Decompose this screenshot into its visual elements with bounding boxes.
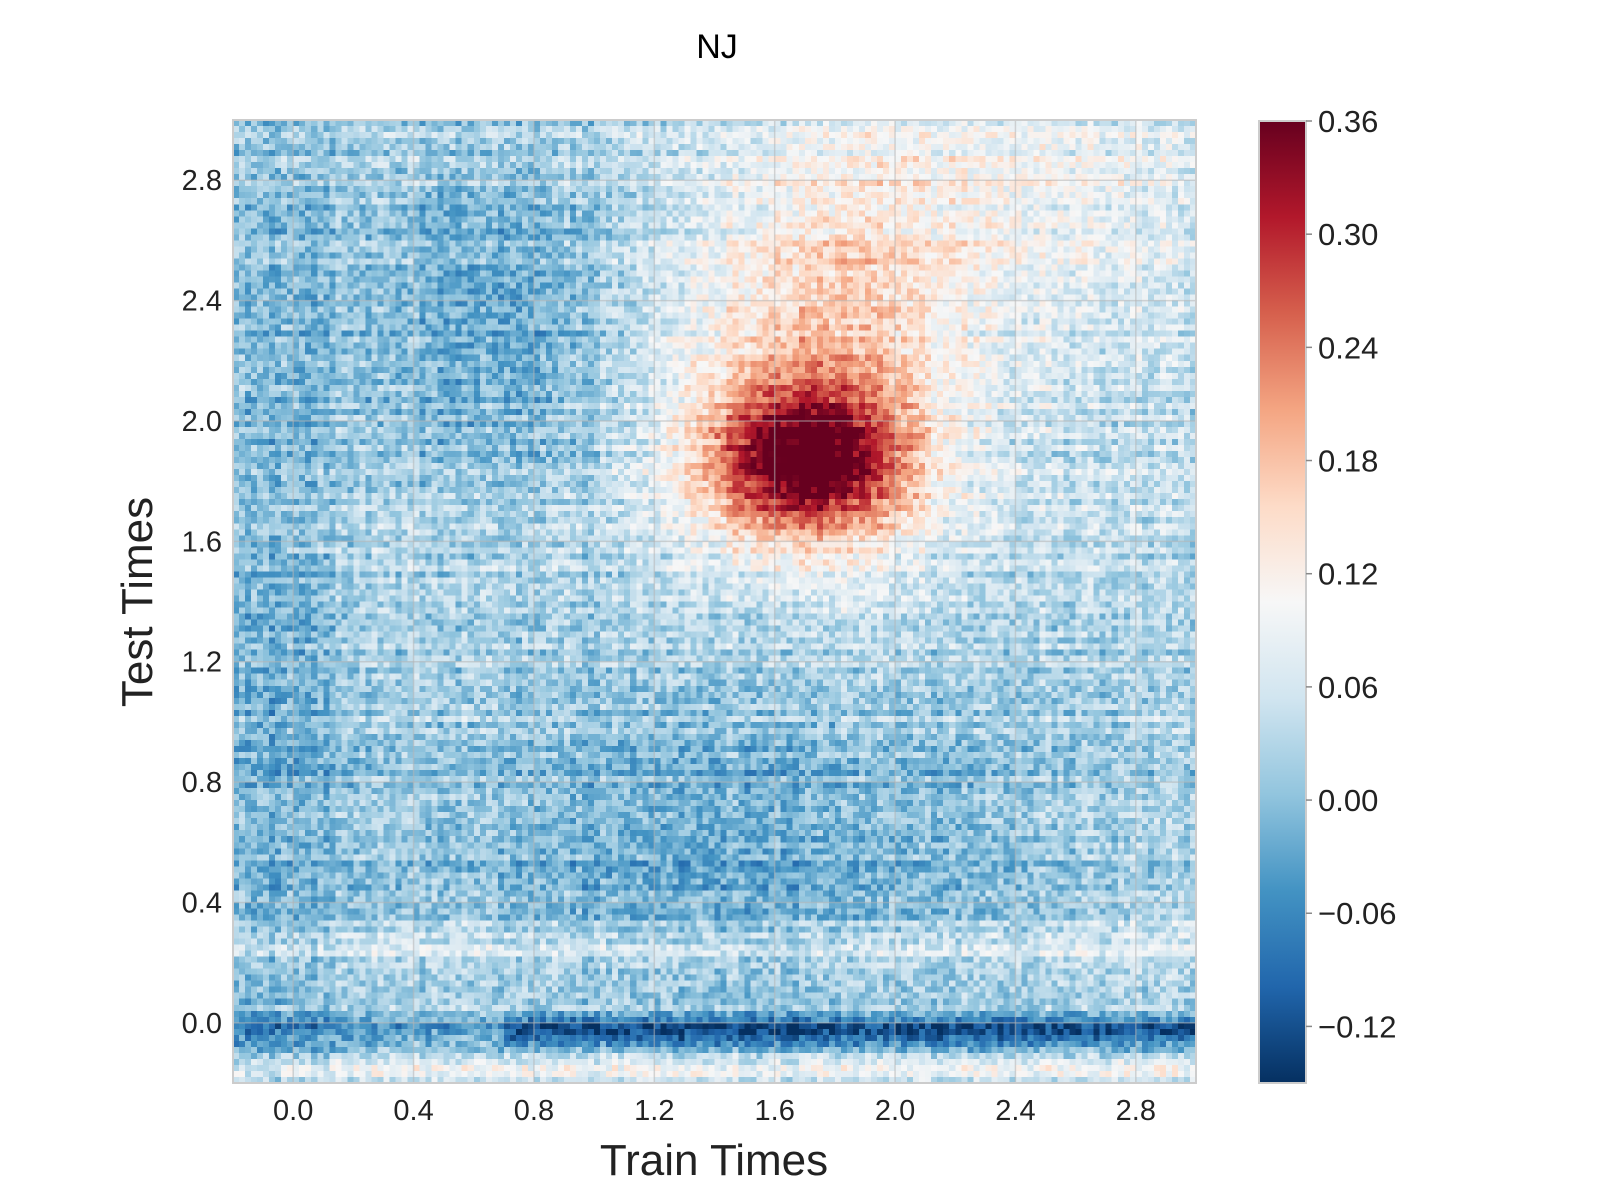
y-tick-label: 0.8 — [182, 767, 222, 799]
heatmap-plot-area — [232, 119, 1197, 1084]
x-tick-label: 0.4 — [393, 1095, 433, 1127]
y-axis-ticks: 0.0 0.4 0.8 1.2 1.6 2.0 2.4 2.8 — [182, 165, 222, 1040]
x-tick-label: 0.0 — [273, 1095, 313, 1127]
y-tick-label: 1.2 — [182, 647, 222, 679]
x-tick-label: 0.8 — [514, 1095, 554, 1127]
x-axis-ticks: 0.0 0.4 0.8 1.2 1.6 2.0 2.4 2.8 — [273, 1095, 1156, 1127]
y-tick-label: 2.0 — [182, 406, 222, 438]
colorbar-tick-label: 0.24 — [1318, 330, 1378, 365]
y-tick-label: 2.4 — [182, 286, 222, 318]
colorbar-tick-label: 0.00 — [1318, 783, 1378, 818]
chart-title: NJ — [696, 28, 738, 66]
y-tick-label: 0.0 — [182, 1008, 222, 1040]
colorbar-tick-label: 0.18 — [1318, 444, 1378, 479]
x-tick-label: 2.0 — [875, 1095, 915, 1127]
colorbar-ticks: 0.36 0.30 0.24 0.18 0.12 0.06 0.00 −0.06 −0.12 — [1306, 104, 1396, 1044]
colorbar-tick-label: 0.06 — [1318, 670, 1378, 705]
colorbar-tick-label: −0.12 — [1318, 1009, 1396, 1044]
y-tick-label: 2.8 — [182, 165, 222, 197]
x-tick-label: 1.6 — [755, 1095, 795, 1127]
heatmap-cells — [233, 120, 1196, 1083]
colorbar-tick-label: 0.36 — [1318, 104, 1378, 139]
colorbar-gradient — [1258, 120, 1307, 1084]
colorbar-tick-label: 0.30 — [1318, 217, 1378, 252]
x-axis-label: Train Times — [600, 1136, 828, 1185]
plot-frame — [232, 119, 1197, 1084]
grid-lines — [233, 120, 1196, 1083]
colorbar-tick-label: −0.06 — [1318, 896, 1396, 931]
colorbar: 0.36 0.30 0.24 0.18 0.12 0.06 0.00 −0.06 −0.12 — [1258, 104, 1396, 1084]
x-tick-label: 1.2 — [634, 1095, 674, 1127]
y-tick-label: 0.4 — [182, 887, 222, 919]
x-tick-label: 2.4 — [995, 1095, 1035, 1127]
colorbar-tick-label: 0.12 — [1318, 557, 1378, 592]
y-tick-label: 1.6 — [182, 526, 222, 558]
y-axis-label: Test Times — [113, 497, 162, 707]
x-tick-label: 2.8 — [1116, 1095, 1156, 1127]
